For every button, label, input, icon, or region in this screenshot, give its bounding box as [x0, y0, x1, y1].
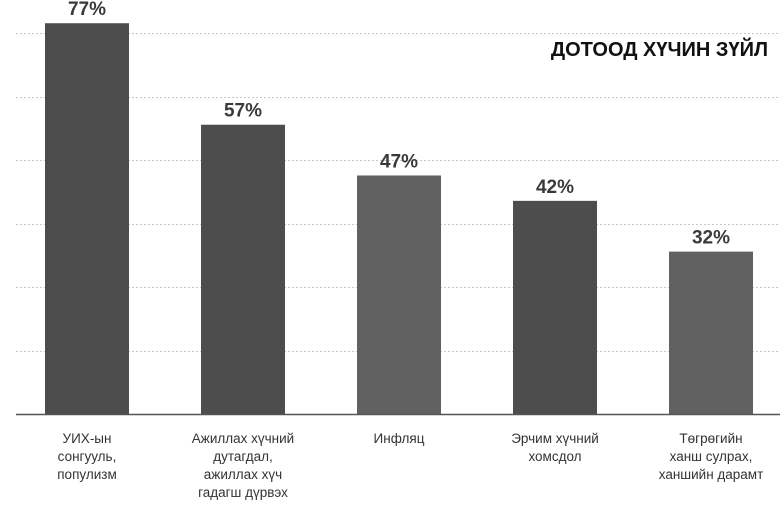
category-label: Төгрөгийн ханш сулрах, ханшийн дарамт — [658, 431, 764, 482]
value-label: 77% — [68, 0, 106, 20]
bar — [45, 23, 129, 414]
bars — [45, 23, 753, 414]
bar — [357, 175, 441, 414]
category-label: Эрчим хүчний хомсдол — [511, 431, 599, 464]
value-label: 42% — [536, 177, 574, 198]
bar — [669, 251, 753, 414]
value-label: 47% — [380, 151, 418, 172]
bar — [513, 200, 597, 414]
category-label: Инфляц — [373, 431, 425, 446]
chart-title: ДОТООД ХҮЧИН ЗҮЙЛ — [551, 37, 768, 61]
bar — [201, 124, 285, 414]
value-label: 57% — [224, 101, 262, 122]
value-label: 32% — [692, 228, 730, 249]
value-labels: 77% 57% 47% 42% 32% — [68, 0, 730, 249]
category-label: УИХ-ын сонгууль, популизм — [57, 431, 117, 482]
category-label: Ажиллах хүчний дутагдал, ажиллах хүч гад… — [191, 431, 295, 500]
